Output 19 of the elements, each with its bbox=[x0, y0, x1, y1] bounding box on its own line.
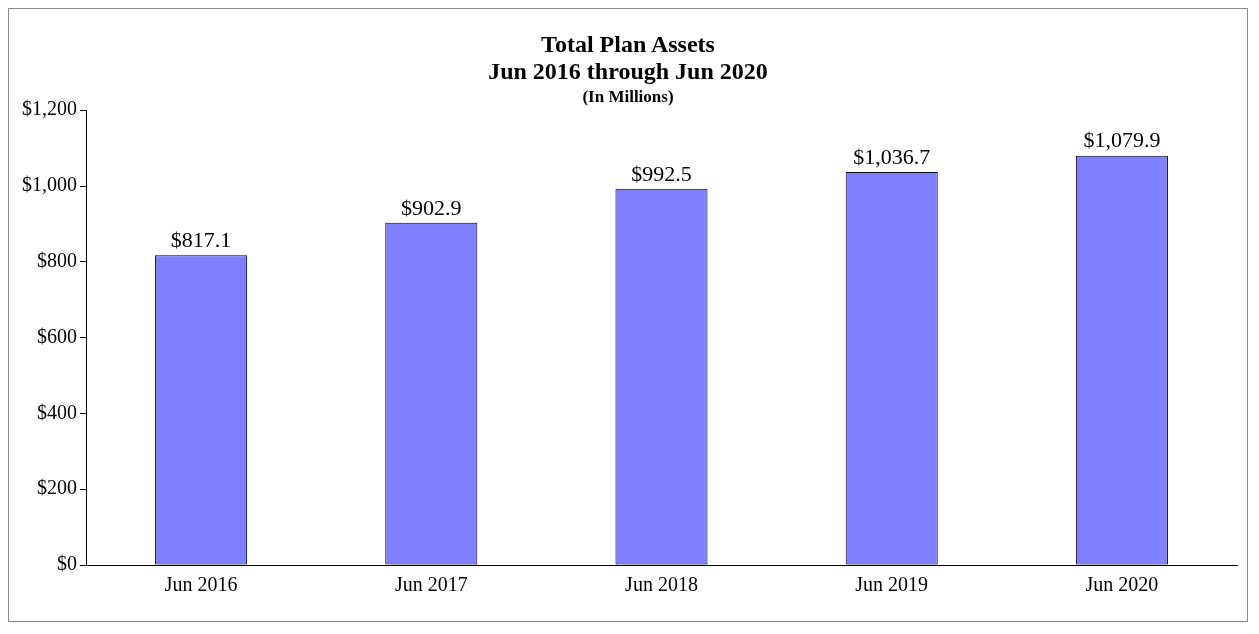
y-tick-label: $1,200 bbox=[22, 97, 77, 120]
x-tick-label: Jun 2019 bbox=[855, 573, 929, 596]
y-tick-label: $200 bbox=[37, 476, 77, 499]
chart-subtitle: (In Millions) bbox=[582, 87, 674, 107]
data-label: $1,036.7 bbox=[853, 143, 931, 169]
y-tick-label: $1,000 bbox=[22, 173, 77, 196]
y-tick-label: $800 bbox=[37, 249, 77, 272]
y-tick-label: $600 bbox=[37, 324, 77, 347]
data-label: $1,079.9 bbox=[1083, 127, 1161, 153]
chart-title: Total Plan Assets Jun 2016 through Jun 2020 bbox=[488, 31, 768, 84]
x-tick-label: Jun 2020 bbox=[1085, 573, 1159, 596]
data-label: $817.1 bbox=[170, 227, 232, 253]
data-label: $992.5 bbox=[631, 160, 692, 186]
x-tick-label: Jun 2017 bbox=[394, 573, 468, 596]
y-tick-label: $0 bbox=[57, 552, 77, 575]
data-label: $902.9 bbox=[401, 194, 462, 220]
x-tick-label: Jun 2018 bbox=[625, 573, 698, 596]
y-tick-label: $400 bbox=[37, 400, 77, 423]
x-tick-label: Jun 2016 bbox=[164, 573, 238, 596]
